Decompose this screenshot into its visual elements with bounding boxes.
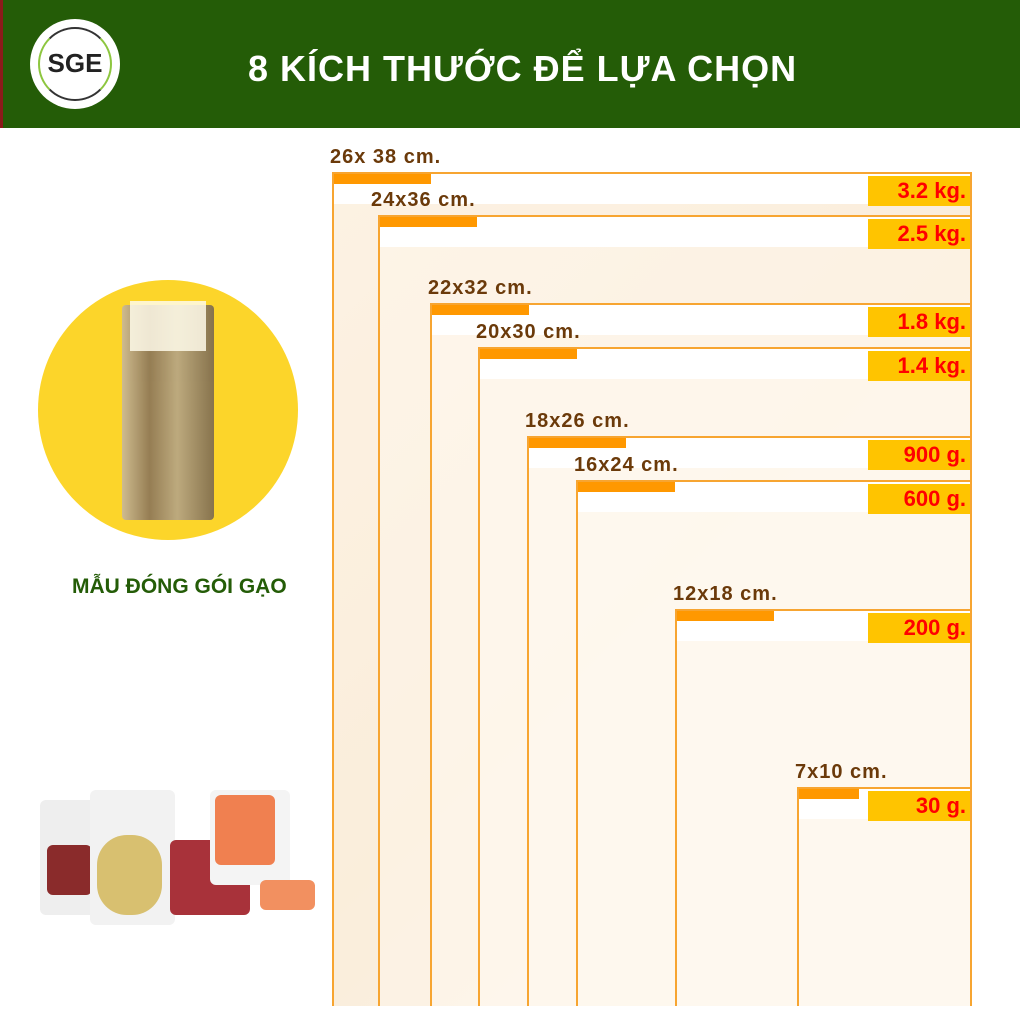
orange-tab-marker <box>432 305 529 315</box>
capacity-badge: 1.8 kg. <box>868 307 970 337</box>
bag-seal-band <box>334 174 970 204</box>
bag-size-label: 12x18 cm. <box>673 583 778 605</box>
rice-bag-image <box>122 301 214 520</box>
bag-size-outline: 600 g. <box>576 480 972 1006</box>
bag-size-label: 22x32 cm. <box>428 277 533 299</box>
vacuum-packed-food-image <box>35 790 325 930</box>
bag-size-label: 20x30 cm. <box>476 321 581 343</box>
leaf-ring-icon <box>38 27 112 101</box>
capacity-badge: 900 g. <box>868 440 970 470</box>
capacity-badge: 3.2 kg. <box>868 176 970 206</box>
orange-tab-marker <box>799 789 859 799</box>
bag-size-label: 18x26 cm. <box>525 410 630 432</box>
sample-caption: MẪU ĐÓNG GÓI GẠO <box>72 575 287 598</box>
capacity-badge: 600 g. <box>868 484 970 514</box>
orange-tab-marker <box>529 438 626 448</box>
orange-tab-marker <box>334 174 431 184</box>
capacity-badge: 2.5 kg. <box>868 219 970 249</box>
bag-size-label: 26x 38 cm. <box>330 146 442 168</box>
orange-tab-marker <box>480 349 577 359</box>
capacity-badge: 200 g. <box>868 613 970 643</box>
bag-size-label: 24x36 cm. <box>371 189 476 211</box>
orange-tab-marker <box>578 482 675 492</box>
header-banner: SGE 8 KÍCH THƯỚC ĐỂ LỰA CHỌN <box>0 0 1020 128</box>
bag-size-outline: 30 g. <box>797 787 972 1006</box>
logo-text: SGE <box>47 48 103 78</box>
bag-size-label: 7x10 cm. <box>795 761 888 783</box>
page-title: 8 KÍCH THƯỚC ĐỂ LỰA CHỌN <box>248 48 798 89</box>
capacity-badge: 30 g. <box>868 791 970 821</box>
orange-tab-marker <box>677 611 774 621</box>
bag-size-outline: 900 g. <box>527 436 972 1006</box>
orange-tab-marker <box>380 217 477 227</box>
capacity-badge: 1.4 kg. <box>868 351 970 381</box>
bag-size-outline: 1.8 kg. <box>430 303 972 1006</box>
sge-logo: SGE <box>30 19 120 109</box>
bag-size-label: 16x24 cm. <box>574 454 679 476</box>
